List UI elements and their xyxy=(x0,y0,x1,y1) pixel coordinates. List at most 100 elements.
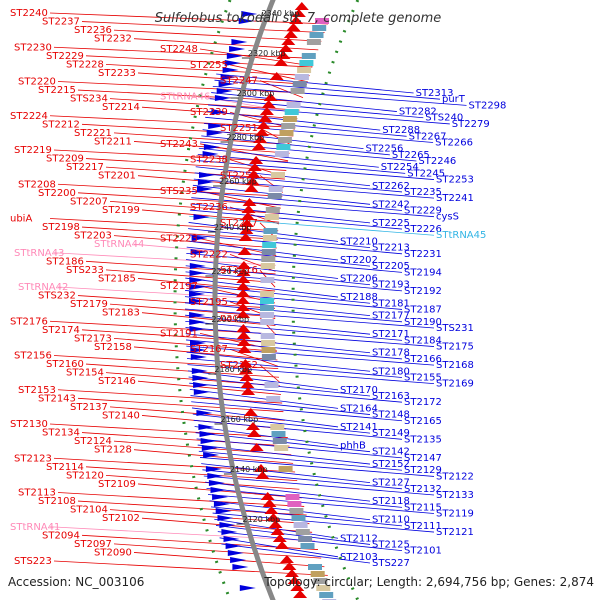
scale-tick-label: 2220 kbp xyxy=(211,267,249,276)
leader-line xyxy=(191,401,403,422)
leader-line xyxy=(49,320,276,335)
leader-line xyxy=(193,178,435,199)
gene-label: ST2205 xyxy=(372,261,410,272)
leader-line xyxy=(133,552,325,568)
gene-label: ST2248 xyxy=(160,44,198,55)
leader-line xyxy=(57,389,283,404)
leader-line xyxy=(57,81,305,94)
forward-gene-arrow xyxy=(246,422,260,430)
gene-label: ST2236 xyxy=(74,25,112,36)
gene-label: ST2134 xyxy=(42,428,80,439)
gene-label: ST2187 xyxy=(404,304,442,315)
leader-line xyxy=(192,191,403,211)
genome-backbone xyxy=(212,0,276,600)
forward-gene-arrow xyxy=(266,513,281,521)
reverse-gene-arrow xyxy=(190,249,207,255)
gene-label: ST2142 xyxy=(372,447,410,458)
feature-block xyxy=(293,522,308,528)
gene-label: ST2165 xyxy=(404,416,442,427)
scale-tick-label: 2120 kbp xyxy=(243,515,281,524)
reverse-gene-arrow xyxy=(239,585,256,591)
reverse-gene-arrow xyxy=(192,375,209,381)
feature-block xyxy=(319,592,334,598)
leader-line xyxy=(53,252,276,266)
reverse-gene-arrow xyxy=(216,88,233,94)
gene-label: ST2267 xyxy=(409,131,447,142)
forward-gene-arrow xyxy=(281,37,296,45)
gene-label: ST2221 xyxy=(74,128,112,139)
gene-label: ST2094 xyxy=(42,530,80,541)
gene-label: STtRNA45 xyxy=(436,230,486,241)
gene-label: ST2180 xyxy=(372,366,410,377)
gene-label: purT xyxy=(442,94,466,105)
gene-label: ST2194 xyxy=(404,267,442,278)
gene-label: STtRNA43 xyxy=(14,248,64,259)
reverse-gene-arrow xyxy=(189,270,206,276)
gene-label: ST2223 xyxy=(160,234,198,245)
reverse-gene-arrow xyxy=(193,382,210,388)
feature-block xyxy=(286,102,301,108)
leader-line xyxy=(49,12,329,25)
reverse-gene-arrow xyxy=(208,480,225,486)
leader-line xyxy=(141,312,276,326)
reverse-gene-arrow xyxy=(224,60,241,66)
feature-block xyxy=(261,354,276,360)
gene-label: ST2163 xyxy=(372,391,410,402)
leader-line xyxy=(77,397,284,413)
gene-label: ST2188 xyxy=(340,292,378,303)
leader-line xyxy=(53,46,316,59)
leader-line xyxy=(205,116,407,137)
reverse-gene-arrow xyxy=(225,543,242,549)
gene-label: ST2111 xyxy=(404,521,442,532)
reverse-gene-arrow xyxy=(203,452,220,458)
gene-label: ST2114 xyxy=(46,462,84,473)
leader-line xyxy=(200,141,417,162)
feature-block xyxy=(265,207,280,213)
gene-labels: ST2240ST2237ST2236ST2232ST2230ST2229ST22… xyxy=(10,8,506,569)
feature-block xyxy=(313,578,328,584)
gene-label: ST2132 xyxy=(404,484,442,495)
reverse-gene-arrow xyxy=(203,144,220,150)
gene-label: ST2199 xyxy=(102,205,140,216)
feature-block xyxy=(279,130,294,136)
leader-line xyxy=(193,419,403,440)
feature-block xyxy=(261,249,276,255)
gene-label: ST2245 xyxy=(407,168,445,179)
leader-line xyxy=(133,243,277,258)
forward-gene-arrow xyxy=(283,30,298,38)
gene-label: ST2195 xyxy=(190,297,228,308)
forward-gene-arrow xyxy=(287,576,302,584)
gene-label: ST2164 xyxy=(340,403,378,414)
reverse-gene-arrow xyxy=(189,319,206,325)
gene-label: ST2236 xyxy=(190,202,228,213)
reverse-gene-arrow xyxy=(232,564,249,570)
gene-label: ST2213 xyxy=(372,243,410,254)
gene-label: ST2152 xyxy=(372,459,410,470)
reverse-gene-arrow xyxy=(230,557,247,563)
feature-block xyxy=(310,571,325,577)
feature-block xyxy=(285,494,300,500)
gene-label: ST2211 xyxy=(94,136,132,147)
reverse-gene-arrow xyxy=(189,298,205,304)
leader-line xyxy=(85,55,313,68)
reverse-gene-arrow xyxy=(219,522,236,528)
gene-label: ST2237 xyxy=(42,17,80,28)
gene-label: ST2209 xyxy=(46,154,84,165)
feature-block xyxy=(260,277,275,283)
gene-label: ST2288 xyxy=(382,125,420,136)
reverse-gene-arrow xyxy=(221,529,238,535)
gene-label: ST2235 xyxy=(404,187,442,198)
gene-label: ST2282 xyxy=(399,107,437,118)
leader-line xyxy=(229,64,308,83)
feature-block xyxy=(260,319,275,325)
gene-label: ST2192 xyxy=(404,286,442,297)
leader-line xyxy=(203,475,435,496)
reverse-gene-arrow xyxy=(189,312,206,318)
reverse-gene-arrow xyxy=(196,186,213,192)
leader-line xyxy=(259,80,304,98)
leader-line xyxy=(53,560,328,576)
leader-line xyxy=(194,426,339,446)
reverse-gene-arrow xyxy=(241,11,258,17)
gene-label: ST2121 xyxy=(436,527,474,538)
